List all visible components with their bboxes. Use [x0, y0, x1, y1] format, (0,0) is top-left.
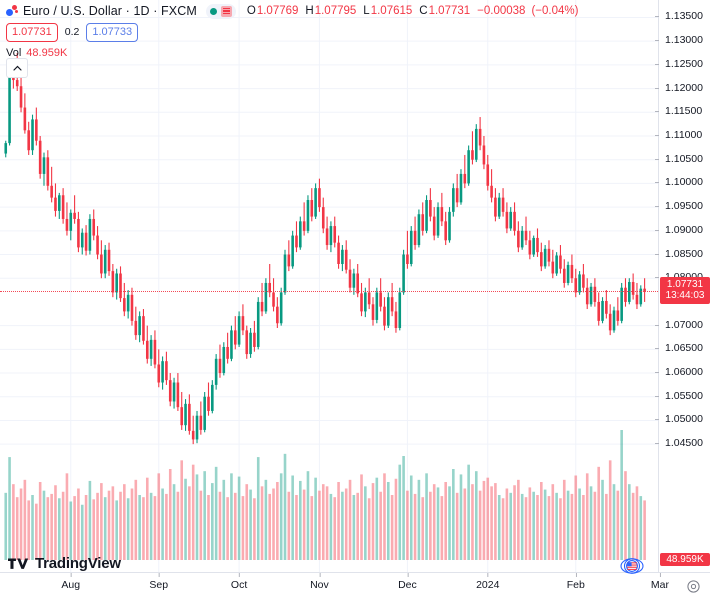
- time-tick: Sep: [149, 573, 169, 591]
- price-tick: 1.04500: [655, 437, 710, 449]
- chart-settings-icon[interactable]: [687, 580, 700, 593]
- price-tick: 1.08500: [655, 248, 710, 260]
- time-tick: Feb: [566, 573, 585, 591]
- current-price-value: 1.07731: [666, 278, 704, 290]
- price-tick: 1.05000: [655, 413, 710, 425]
- legend-quote-row: 1.07731 0.2 1.07733: [6, 22, 579, 42]
- close-value: 1.07731: [428, 5, 471, 17]
- candle-style-toggle[interactable]: [205, 3, 236, 19]
- series-color-dot: [209, 7, 217, 15]
- time-tick: 2024: [476, 573, 500, 591]
- tradingview-logo-icon: [8, 557, 30, 571]
- bid-price-badge[interactable]: 1.07731: [6, 22, 58, 42]
- low-value: 1.07615: [370, 5, 413, 17]
- price-tick: 1.06500: [655, 342, 710, 354]
- price-tick: 1.13000: [655, 34, 710, 46]
- chart-style-icon: [220, 5, 232, 17]
- bid-price-value: 1.07731: [12, 25, 52, 38]
- price-tick: 1.11500: [655, 105, 710, 117]
- symbol-title[interactable]: Euro / U.S. Dollar · 1D · FXCM: [23, 4, 197, 18]
- price-tick: 1.10500: [655, 153, 710, 165]
- chevron-up-icon[interactable]: [6, 58, 28, 78]
- ohlc-values: O1.07769 H1.07795 L1.07615 C1.07731 −0.00038…: [247, 5, 580, 17]
- volume-axis-badge[interactable]: 48.959K: [660, 553, 710, 566]
- fxcm-symbol-icon: [6, 4, 19, 18]
- price-tick: 1.06000: [655, 366, 710, 378]
- low-label: L: [363, 5, 370, 17]
- price-tick: 1.07000: [655, 319, 710, 331]
- price-tick: 1.09000: [655, 224, 710, 236]
- price-tick: 1.10000: [655, 176, 710, 188]
- change-value: −0.00038: [477, 5, 526, 17]
- change-percent: (−0.04%): [531, 5, 579, 17]
- ask-price-value: 1.07733: [92, 25, 133, 38]
- price-tick: 1.05500: [655, 390, 710, 402]
- price-tick: 1.12500: [655, 58, 710, 70]
- time-tick: Oct: [230, 573, 248, 591]
- chart-legend: Euro / U.S. Dollar · 1D · FXCM O1.07769 H…: [6, 2, 579, 60]
- spread-value: 0.2: [64, 26, 80, 38]
- tradingview-logo[interactable]: TradingView: [8, 554, 121, 573]
- open-value: 1.07769: [256, 5, 299, 17]
- price-tick: 1.11000: [655, 129, 710, 141]
- chart-plot-area[interactable]: [0, 0, 661, 572]
- current-time-value: 13:44:03: [665, 290, 705, 302]
- volume-legend-row: Vol 48.959K: [6, 45, 579, 60]
- time-tick: Dec: [398, 573, 417, 591]
- price-tick: 1.09500: [655, 200, 710, 212]
- time-axis[interactable]: Aug Sep Oct Nov Dec 2024 Feb Mar: [0, 572, 710, 601]
- us-flag-event-icon[interactable]: [620, 558, 644, 574]
- close-label: C: [419, 5, 428, 17]
- legend-title-row: Euro / U.S. Dollar · 1D · FXCM O1.07769 H…: [6, 2, 579, 20]
- volume-value: 48.959K: [26, 46, 68, 59]
- tradingview-logo-text: TradingView: [35, 555, 121, 572]
- price-axis[interactable]: 1.13500 1.13000 1.12500 1.12000 1.11500 1.110…: [655, 0, 710, 572]
- price-tick: 1.12000: [655, 82, 710, 94]
- time-tick: Aug: [61, 573, 81, 591]
- current-price-badge[interactable]: 1.07731 13:44:03: [660, 276, 710, 304]
- high-label: H: [305, 5, 314, 17]
- volume-label[interactable]: Vol: [6, 46, 22, 59]
- time-tick: Nov: [310, 573, 329, 591]
- open-label: O: [246, 5, 256, 17]
- high-value: 1.07795: [314, 5, 357, 17]
- time-tick: Mar: [650, 573, 669, 591]
- current-price-line: [0, 290, 658, 292]
- ask-price-badge[interactable]: 1.07733: [86, 22, 139, 42]
- candlestick-canvas: [0, 0, 661, 572]
- price-tick: 1.13500: [655, 10, 710, 22]
